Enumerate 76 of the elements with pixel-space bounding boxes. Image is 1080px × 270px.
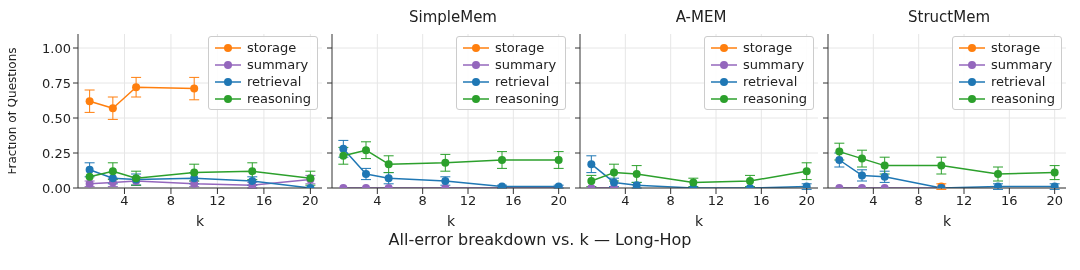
x-tick-label: 8 — [666, 193, 675, 209]
x-axis-title: k — [446, 213, 456, 229]
legend-label: reasoning — [494, 90, 559, 107]
point — [85, 172, 94, 181]
x-tick-label: 12 — [955, 193, 973, 209]
chart-title: StructMem — [907, 8, 991, 28]
x-tick-label: 12 — [707, 193, 725, 209]
x-tick-label: 4 — [373, 193, 382, 209]
point — [835, 147, 844, 156]
point — [190, 168, 199, 177]
point — [1050, 168, 1059, 177]
x-tick-label: 8 — [418, 193, 427, 209]
legend-label: storage — [990, 39, 1041, 56]
point — [858, 154, 866, 163]
point — [108, 167, 117, 176]
legend-label: reasoning — [246, 90, 311, 107]
x-tick-label: 4 — [869, 193, 878, 209]
x-tick-label: 16 — [505, 193, 522, 209]
legend-label: retrieval — [494, 73, 550, 90]
point — [339, 144, 348, 153]
point — [85, 97, 94, 106]
point — [554, 156, 563, 164]
y-tick-label: 0.50 — [42, 110, 71, 126]
point — [587, 160, 596, 169]
chart-title: A-MEM — [674, 8, 728, 28]
point — [632, 170, 641, 178]
legend-label: summary — [990, 56, 1053, 73]
legend-label: summary — [494, 56, 557, 73]
y-tick-label: 0.75 — [42, 75, 71, 91]
y-axis-title: Fraction of Questions — [5, 47, 20, 175]
legend-label: reasoning — [990, 90, 1055, 107]
point — [85, 165, 94, 174]
chart-title: SimpleMem — [408, 8, 498, 28]
point — [802, 167, 811, 176]
legend-label: storage — [494, 39, 545, 56]
point — [880, 161, 889, 170]
point — [108, 104, 117, 113]
legend-label: summary — [742, 56, 805, 73]
x-tick-label: 20 — [302, 193, 319, 209]
text: All-error breakdown vs. k — Long-Hop — [387, 230, 693, 249]
legend-label: storage — [246, 39, 297, 56]
x-tick-label: 4 — [120, 193, 129, 209]
x-axis-title: k — [195, 213, 205, 229]
point — [190, 84, 199, 93]
legend-label: summary — [246, 56, 309, 73]
point — [132, 83, 141, 92]
point — [498, 156, 506, 164]
y-tick-label: 0.00 — [42, 180, 71, 196]
x-tick-label: 12 — [459, 193, 477, 209]
point — [339, 151, 348, 160]
x-tick-label: 8 — [914, 193, 923, 209]
x-tick-label: 20 — [798, 193, 815, 209]
x-tick-label: 20 — [550, 193, 567, 209]
x-tick-label: 12 — [209, 193, 226, 209]
y-tick-label: 1.00 — [42, 40, 71, 56]
x-tick-label: 20 — [1046, 193, 1063, 209]
x-tick-label: 16 — [255, 193, 273, 209]
x-tick-label: 16 — [1001, 193, 1018, 209]
point — [248, 167, 257, 176]
legend-label: retrieval — [742, 73, 798, 90]
point — [610, 168, 618, 177]
x-axis-title: k — [694, 213, 704, 229]
point — [937, 161, 946, 170]
y-tick-label: 0.25 — [42, 145, 71, 161]
point — [441, 158, 450, 167]
point — [384, 160, 393, 169]
x-tick-label: 16 — [753, 193, 770, 209]
point — [362, 146, 370, 155]
x-tick-label: 4 — [621, 193, 630, 209]
legend-label: retrieval — [990, 73, 1046, 90]
point — [994, 170, 1002, 178]
x-axis-title: k — [942, 213, 952, 229]
x-tick-label: 8 — [166, 193, 176, 209]
legend-label: reasoning — [742, 90, 807, 107]
legend-label: storage — [742, 39, 793, 56]
legend-label: retrieval — [246, 73, 302, 90]
